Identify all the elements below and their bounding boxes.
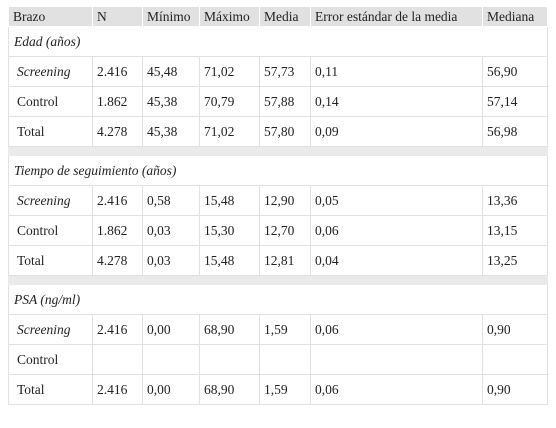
section-spacer — [8, 275, 548, 285]
minimo-cell — [142, 344, 200, 375]
media-cell — [259, 344, 311, 375]
mediana-cell: 0,90 — [482, 374, 548, 405]
table-row: Total 4.278 45,38 71,02 57,80 0,09 56,98 — [8, 116, 548, 147]
mediana-cell — [482, 344, 548, 375]
maximo-cell: 15,48 — [199, 245, 260, 276]
error-estandar-cell: 0,05 — [310, 185, 483, 216]
media-cell: 57,80 — [259, 116, 311, 147]
error-estandar-cell: 0,09 — [310, 116, 483, 147]
mediana-cell: 13,36 — [482, 185, 548, 216]
arm-label: Screening — [8, 185, 93, 216]
minimo-cell: 0,00 — [142, 314, 200, 345]
table-row: Total 4.278 0,03 15,48 12,81 0,04 13,25 — [8, 245, 548, 276]
maximo-cell: 71,02 — [199, 56, 260, 87]
table-row: Screening 2.416 0,00 68,90 1,59 0,06 0,90 — [8, 314, 548, 345]
n-cell: 4.278 — [92, 116, 143, 147]
minimo-cell: 0,00 — [142, 374, 200, 405]
minimo-cell: 45,48 — [142, 56, 200, 87]
mediana-cell: 0,90 — [482, 314, 548, 345]
section-header-row: Tiempo de seguimiento (años) — [8, 155, 548, 186]
maximo-cell — [199, 344, 260, 375]
maximo-cell: 15,48 — [199, 185, 260, 216]
minimo-cell: 45,38 — [142, 116, 200, 147]
spacer-cell — [8, 275, 548, 285]
error-estandar-cell: 0,14 — [310, 86, 483, 117]
minimo-cell: 45,38 — [142, 86, 200, 117]
maximo-cell: 68,90 — [199, 314, 260, 345]
mediana-cell: 56,98 — [482, 116, 548, 147]
section-title: Tiempo de seguimiento (años) — [8, 155, 548, 186]
section-spacer — [8, 146, 548, 156]
maximo-cell: 70,79 — [199, 86, 260, 117]
n-cell: 1.862 — [92, 86, 143, 117]
section-title: Edad (años) — [8, 26, 548, 57]
media-cell: 1,59 — [259, 314, 311, 345]
error-estandar-cell: 0,06 — [310, 314, 483, 345]
maximo-cell: 68,90 — [199, 374, 260, 405]
error-estandar-cell: 0,04 — [310, 245, 483, 276]
header-minimo: Mínimo — [142, 6, 200, 27]
error-estandar-cell: 0,06 — [310, 215, 483, 246]
table-row: Control 1.862 0,03 15,30 12,70 0,06 13,15 — [8, 215, 548, 246]
error-estandar-cell: 0,11 — [310, 56, 483, 87]
n-cell: 2.416 — [92, 185, 143, 216]
header-n: N — [92, 6, 143, 27]
n-cell: 2.416 — [92, 314, 143, 345]
maximo-cell: 15,30 — [199, 215, 260, 246]
header-row: Brazo N Mínimo Máximo Media Error estánd… — [8, 6, 548, 27]
header-brazo: Brazo — [8, 6, 93, 27]
minimo-cell: 0,58 — [142, 185, 200, 216]
header-media: Media — [259, 6, 311, 27]
arm-label: Total — [8, 374, 93, 405]
table-row: Screening 2.416 0,58 15,48 12,90 0,05 13,36 — [8, 185, 548, 216]
table-row: Control 1.862 45,38 70,79 57,88 0,14 57,14 — [8, 86, 548, 117]
table-row: Screening 2.416 45,48 71,02 57,73 0,11 56,90 — [8, 56, 548, 87]
mediana-cell: 13,25 — [482, 245, 548, 276]
section-header-row: Edad (años) — [8, 26, 548, 57]
minimo-cell: 0,03 — [142, 245, 200, 276]
media-cell: 12,81 — [259, 245, 311, 276]
media-cell: 12,70 — [259, 215, 311, 246]
results-table-container: Brazo N Mínimo Máximo Media Error estánd… — [8, 6, 548, 405]
table-row: Total 2.416 0,00 68,90 1,59 0,06 0,90 — [8, 374, 548, 405]
arm-label: Screening — [8, 56, 93, 87]
spacer-cell — [8, 146, 548, 156]
n-cell: 4.278 — [92, 245, 143, 276]
n-cell: 2.416 — [92, 374, 143, 405]
section-header-row: PSA (ng/ml) — [8, 284, 548, 315]
minimo-cell: 0,03 — [142, 215, 200, 246]
arm-label: Total — [8, 245, 93, 276]
arm-label: Control — [8, 344, 93, 375]
media-cell: 12,90 — [259, 185, 311, 216]
header-maximo: Máximo — [199, 6, 260, 27]
mediana-cell: 57,14 — [482, 86, 548, 117]
error-estandar-cell — [310, 344, 483, 375]
arm-label: Screening — [8, 314, 93, 345]
n-cell: 1.862 — [92, 215, 143, 246]
media-cell: 57,88 — [259, 86, 311, 117]
n-cell: 2.416 — [92, 56, 143, 87]
media-cell: 57,73 — [259, 56, 311, 87]
table-row: Control — [8, 344, 548, 375]
n-cell — [92, 344, 143, 375]
header-mediana: Mediana — [482, 6, 548, 27]
mediana-cell: 13,15 — [482, 215, 548, 246]
error-estandar-cell: 0,06 — [310, 374, 483, 405]
arm-label: Total — [8, 116, 93, 147]
maximo-cell: 71,02 — [199, 116, 260, 147]
results-table: Brazo N Mínimo Máximo Media Error estánd… — [8, 6, 548, 405]
arm-label: Control — [8, 86, 93, 117]
section-title: PSA (ng/ml) — [8, 284, 548, 315]
table-body: Edad (años) Screening 2.416 45,48 71,02 57,73… — [8, 26, 548, 405]
arm-label: Control — [8, 215, 93, 246]
mediana-cell: 56,90 — [482, 56, 548, 87]
media-cell: 1,59 — [259, 374, 311, 405]
header-error-estandar: Error estándar de la media — [310, 6, 483, 27]
